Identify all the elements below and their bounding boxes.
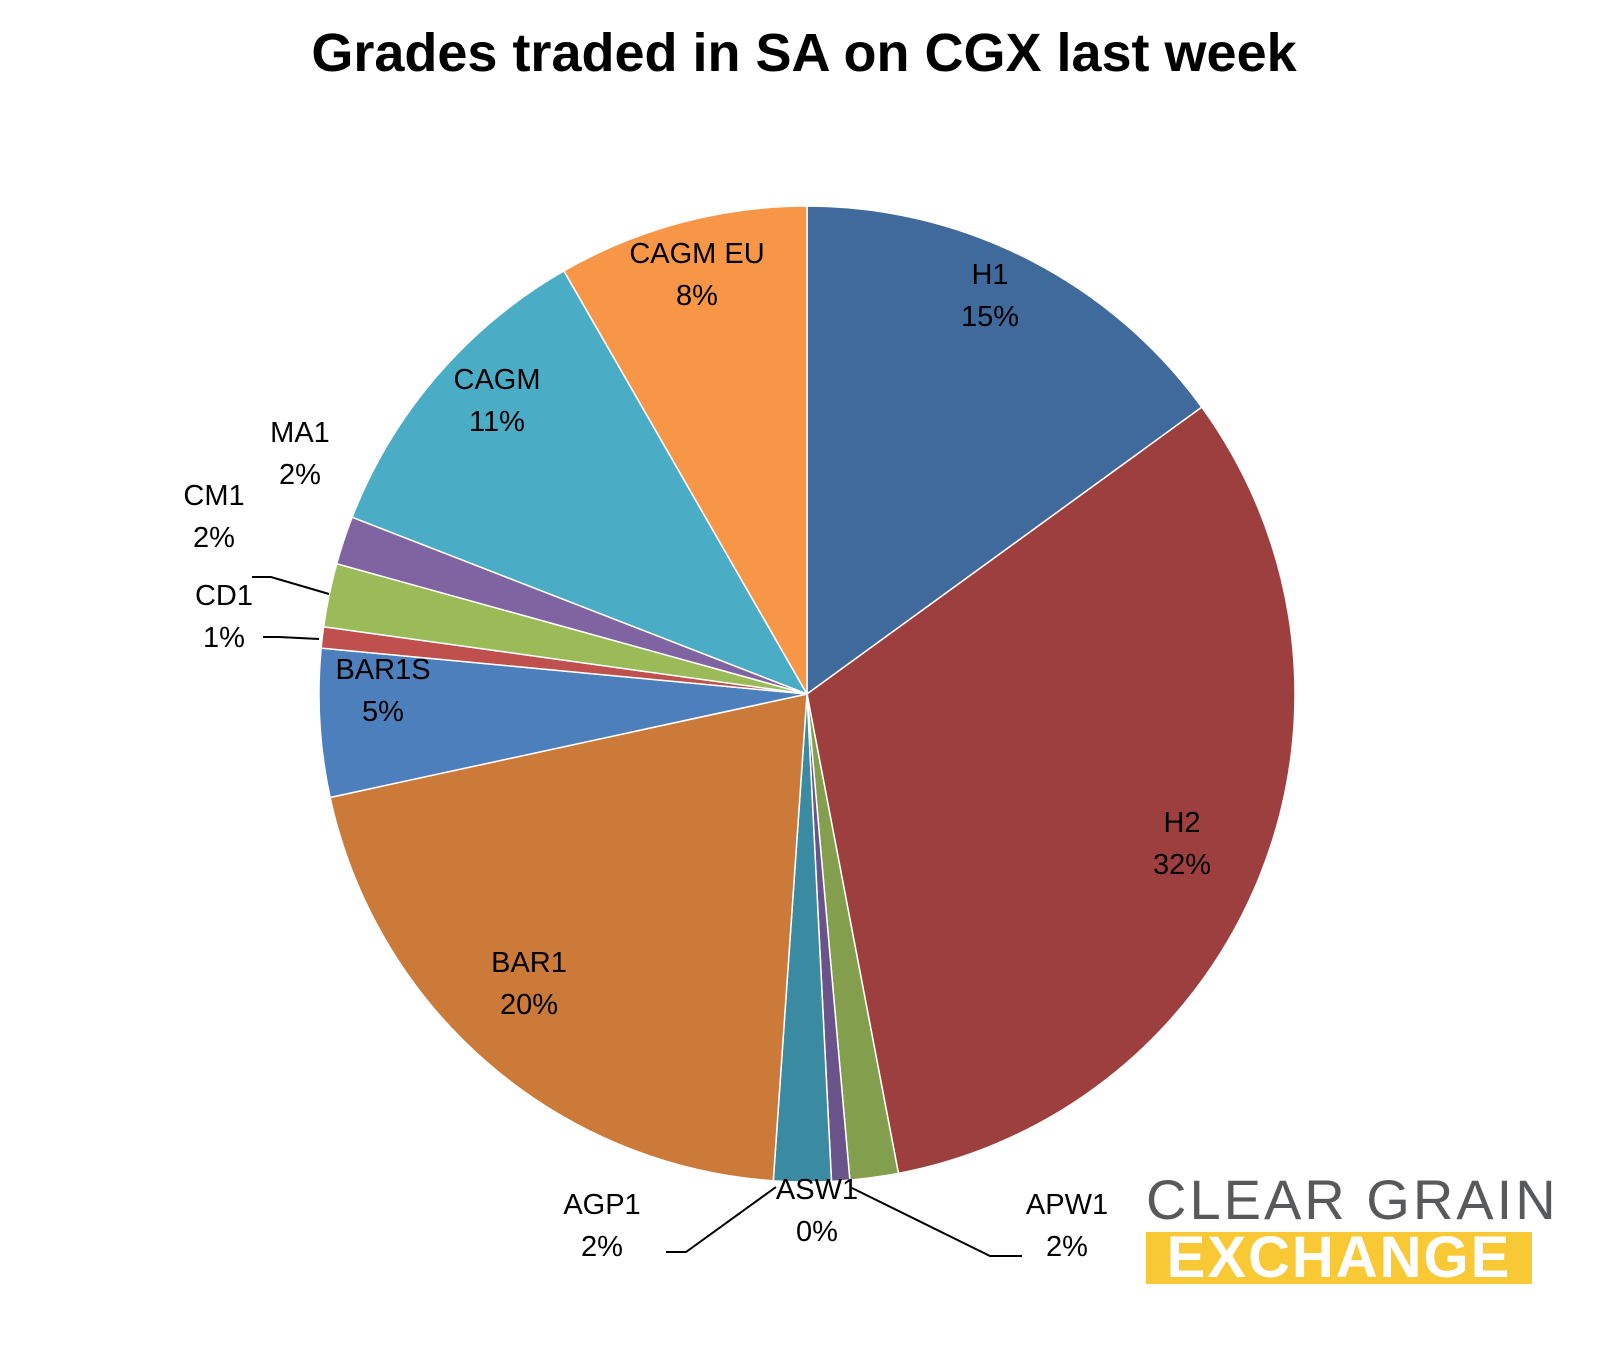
- logo-text-clear-grain: CLEAR GRAIN: [1146, 1168, 1559, 1231]
- slice-percent-cm1: 2%: [193, 522, 235, 554]
- slice-name-asw1: ASW1: [776, 1174, 858, 1206]
- pie-slice-bar1s: [318, 647, 808, 799]
- slice-percent-h2: 32%: [1153, 849, 1211, 881]
- clear-grain-exchange-logo: CLEAR GRAIN EXCHANGE: [1146, 1168, 1559, 1284]
- slice-name-ma1: MA1: [270, 417, 330, 449]
- slice-name-bar1: BAR1: [491, 947, 567, 979]
- slice-percent-bar1s: 5%: [362, 696, 404, 728]
- pie-slice-h2: [806, 406, 1296, 1175]
- slice-name-apw1: APW1: [1026, 1189, 1108, 1221]
- slice-percent-h1: 15%: [961, 301, 1019, 333]
- pie-slice-h1: [806, 205, 1203, 696]
- leader-line-cm1: [252, 576, 330, 595]
- slice-name-cagm-eu: CAGM EU: [629, 238, 764, 270]
- leader-line-cd1: [263, 636, 320, 640]
- slice-name-cagm: CAGM: [454, 364, 541, 396]
- leader-line-agp1: [666, 1186, 777, 1253]
- slice-name-agp1: AGP1: [563, 1189, 640, 1221]
- slice-name-cm1: CM1: [183, 480, 244, 512]
- pie-slice-cagm: [351, 269, 809, 696]
- slice-percent-agp1: 2%: [581, 1231, 623, 1263]
- slice-name-h2: H2: [1163, 807, 1200, 839]
- slice-name-bar1s: BAR1S: [335, 654, 430, 686]
- slice-percent-bar1: 20%: [500, 989, 558, 1021]
- slice-name-h1: H1: [971, 259, 1008, 291]
- slice-percent-asw1: 0%: [796, 1216, 838, 1248]
- leader-line-apw1: [851, 1187, 1022, 1257]
- slice-percent-ma1: 2%: [279, 459, 321, 491]
- pie-slice-cagm-eu: [562, 205, 808, 697]
- slice-name-cd1: CD1: [195, 580, 253, 612]
- logo-text-exchange: EXCHANGE: [1146, 1232, 1532, 1284]
- pie-slice-bar1: [329, 693, 808, 1182]
- slice-percent-cagm: 11%: [469, 406, 525, 438]
- chart-title: Grades traded in SA on CGX last week: [311, 23, 1297, 83]
- slice-percent-cagm-eu: 8%: [676, 280, 718, 312]
- slice-percent-apw1: 2%: [1046, 1231, 1088, 1263]
- slice-percent-cd1: 1%: [203, 622, 245, 654]
